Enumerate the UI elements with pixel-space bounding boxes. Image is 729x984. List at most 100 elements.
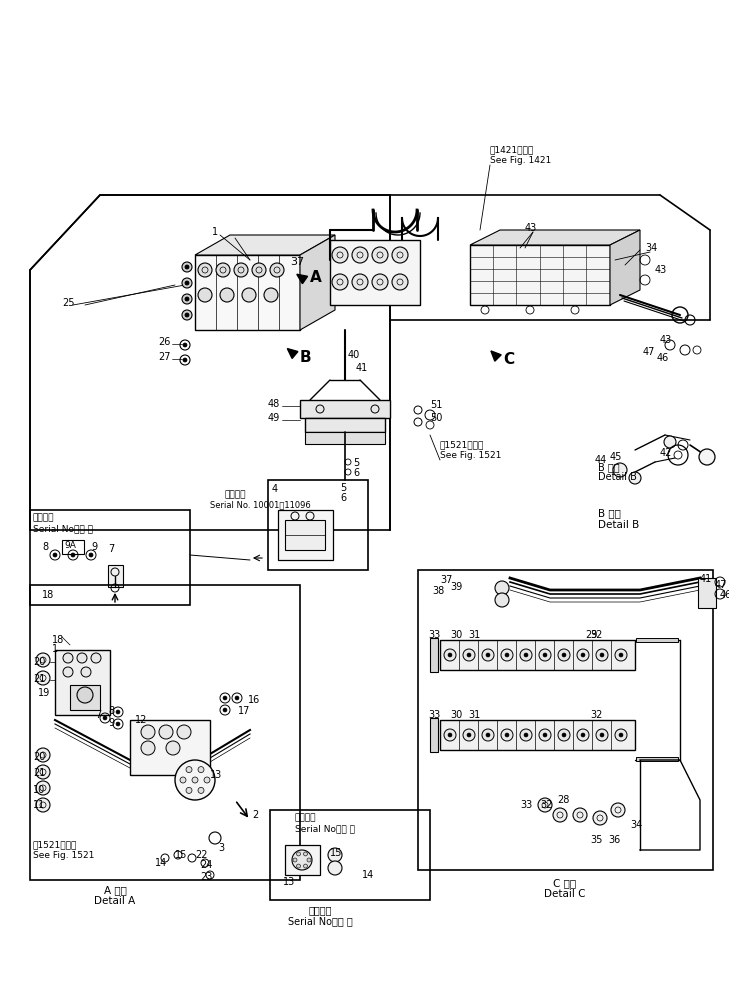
Text: Detail A: Detail A — [94, 896, 136, 906]
Circle shape — [501, 649, 513, 661]
Bar — [330, 240, 420, 305]
Text: 13: 13 — [283, 877, 295, 887]
Circle shape — [36, 671, 50, 685]
Circle shape — [182, 310, 192, 320]
Polygon shape — [287, 348, 298, 358]
Circle shape — [53, 553, 57, 557]
Text: 8: 8 — [108, 706, 114, 716]
Circle shape — [596, 729, 608, 741]
Text: 13: 13 — [210, 770, 222, 780]
Bar — [636, 757, 678, 761]
Text: 33: 33 — [428, 710, 440, 720]
Circle shape — [699, 449, 715, 465]
Circle shape — [520, 729, 532, 741]
Bar — [268, 480, 368, 570]
Text: 7: 7 — [95, 710, 101, 720]
Bar — [285, 845, 320, 875]
Circle shape — [463, 649, 475, 661]
Text: 9: 9 — [108, 718, 114, 728]
Circle shape — [182, 262, 192, 272]
Circle shape — [581, 733, 585, 737]
Circle shape — [392, 274, 408, 290]
Circle shape — [223, 696, 227, 700]
Text: A 詳細: A 詳細 — [104, 885, 126, 895]
Text: 31: 31 — [468, 710, 480, 720]
Text: 37: 37 — [290, 257, 304, 267]
Circle shape — [482, 649, 494, 661]
Circle shape — [495, 581, 509, 595]
Text: 23: 23 — [200, 872, 212, 882]
Circle shape — [116, 722, 120, 726]
Circle shape — [539, 649, 551, 661]
Text: 47: 47 — [643, 347, 655, 357]
Text: 14: 14 — [362, 870, 374, 880]
Bar — [108, 565, 123, 587]
Circle shape — [619, 653, 623, 657]
Circle shape — [332, 247, 348, 263]
Circle shape — [220, 288, 234, 302]
Text: B 詳細: B 詳細 — [598, 462, 620, 472]
Circle shape — [91, 653, 101, 663]
Circle shape — [77, 653, 87, 663]
Text: 29: 29 — [585, 630, 597, 640]
Circle shape — [297, 852, 300, 856]
Text: 25: 25 — [62, 298, 74, 308]
Circle shape — [543, 653, 547, 657]
Text: 43: 43 — [655, 265, 667, 275]
Circle shape — [558, 729, 570, 741]
Text: 33: 33 — [520, 800, 532, 810]
Text: 24: 24 — [200, 860, 212, 870]
Circle shape — [501, 729, 513, 741]
Circle shape — [141, 725, 155, 739]
Circle shape — [270, 263, 284, 277]
Circle shape — [505, 733, 509, 737]
Circle shape — [198, 767, 204, 772]
Circle shape — [185, 313, 189, 317]
Text: 34: 34 — [645, 243, 658, 253]
Circle shape — [629, 472, 641, 484]
Circle shape — [180, 777, 186, 783]
Circle shape — [352, 247, 368, 263]
Circle shape — [538, 798, 552, 812]
Circle shape — [216, 263, 230, 277]
Text: See Fig. 1521: See Fig. 1521 — [440, 451, 502, 460]
Circle shape — [198, 787, 204, 793]
Circle shape — [372, 274, 388, 290]
Circle shape — [596, 649, 608, 661]
Circle shape — [463, 729, 475, 741]
Circle shape — [553, 808, 567, 822]
Text: 20: 20 — [33, 657, 45, 667]
Bar — [698, 578, 716, 608]
Circle shape — [307, 858, 311, 862]
Text: 1: 1 — [52, 644, 58, 654]
Text: 12: 12 — [135, 715, 147, 725]
Text: 8: 8 — [42, 542, 48, 552]
Circle shape — [619, 733, 623, 737]
Circle shape — [593, 811, 607, 825]
Circle shape — [600, 653, 604, 657]
Circle shape — [185, 281, 189, 285]
Text: 22: 22 — [195, 850, 208, 860]
Circle shape — [293, 858, 297, 862]
Circle shape — [448, 733, 452, 737]
Text: 48: 48 — [268, 399, 280, 409]
Circle shape — [186, 787, 192, 793]
Polygon shape — [300, 235, 335, 330]
Text: 17: 17 — [238, 706, 250, 716]
Circle shape — [63, 667, 73, 677]
Circle shape — [372, 247, 388, 263]
Text: Serial No．・ ～: Serial No．・ ～ — [33, 524, 93, 533]
Circle shape — [328, 848, 342, 862]
Circle shape — [159, 725, 173, 739]
Text: 第1521図参照: 第1521図参照 — [33, 840, 77, 849]
Text: A: A — [310, 271, 321, 285]
Circle shape — [524, 733, 528, 737]
Text: 第1421図参照: 第1421図参照 — [490, 145, 534, 154]
Polygon shape — [297, 275, 308, 283]
Circle shape — [36, 748, 50, 762]
Text: 51: 51 — [430, 400, 443, 410]
Bar — [305, 432, 385, 444]
Bar — [470, 245, 610, 305]
Circle shape — [581, 653, 585, 657]
Text: B 詳細: B 詳細 — [598, 508, 621, 518]
